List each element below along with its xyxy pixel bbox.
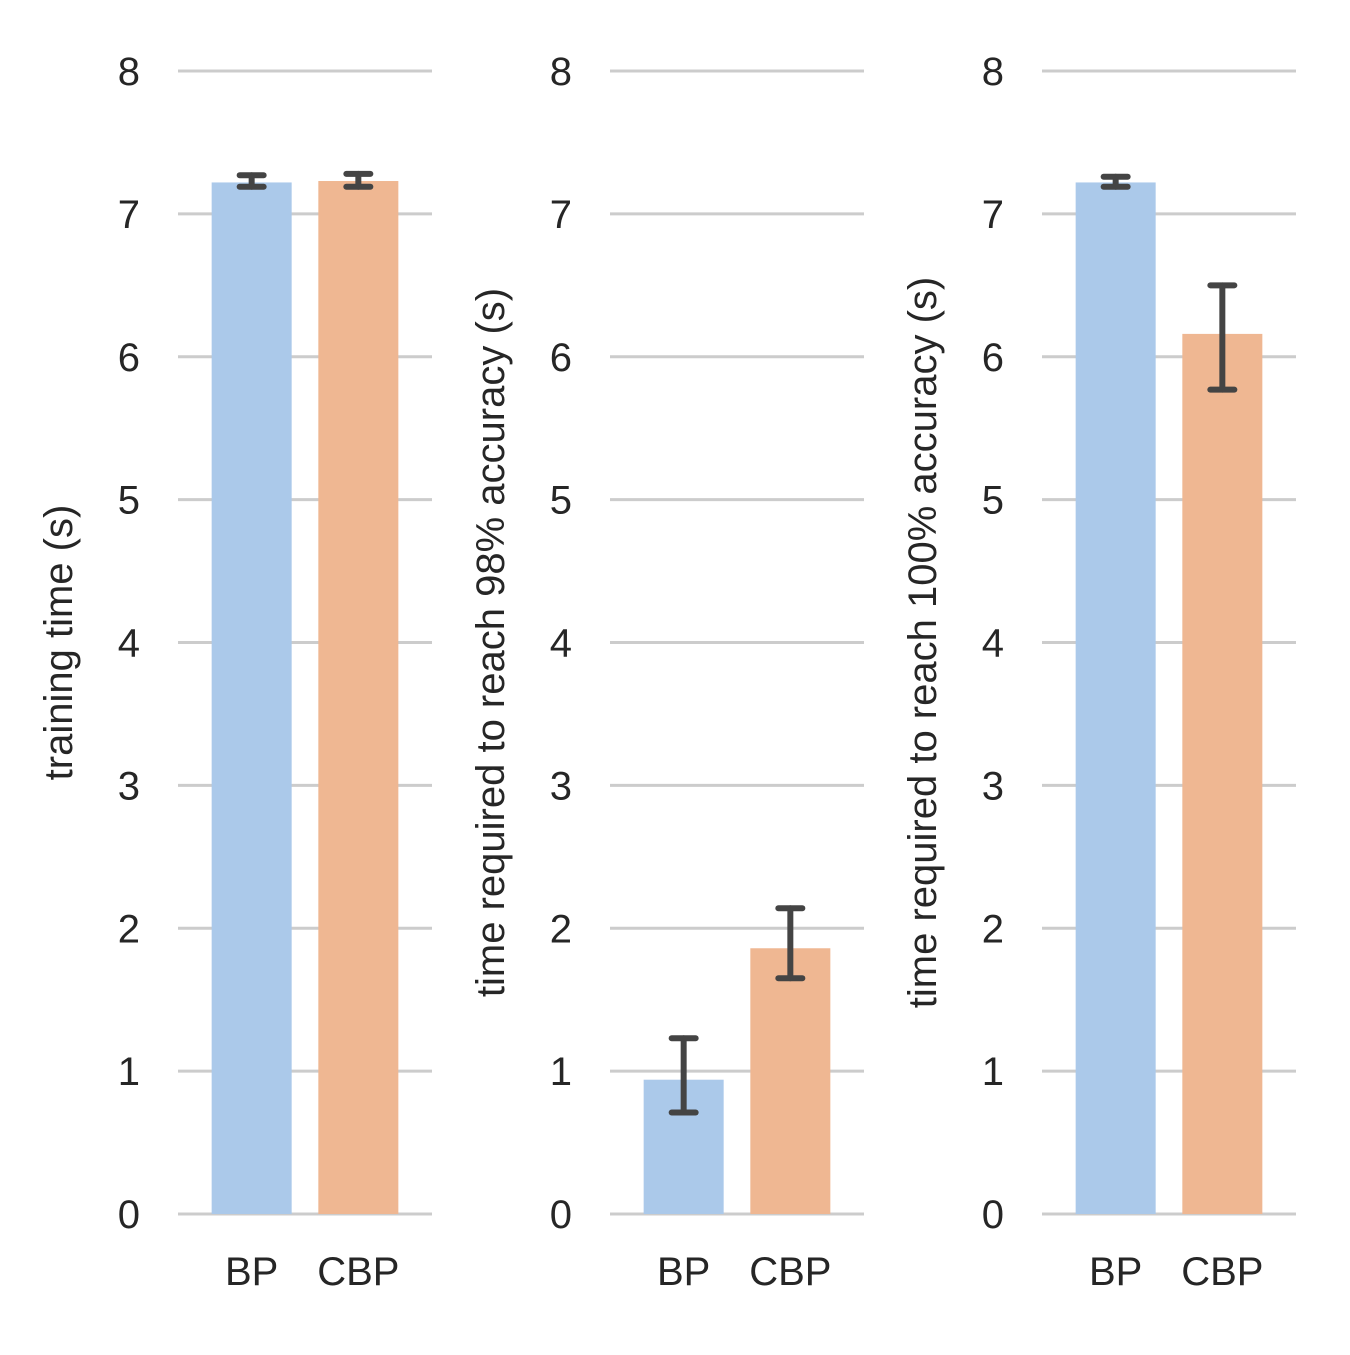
y-tick-label: 8	[118, 50, 140, 94]
y-tick-label: 8	[982, 50, 1004, 94]
y-tick-label: 5	[550, 479, 572, 523]
error-bar-cbp	[1207, 282, 1238, 393]
y-tick-label: 0	[982, 1193, 1004, 1237]
bar-cbp	[1182, 333, 1263, 1214]
error-bar-cbp	[775, 905, 806, 982]
y-axis-title: time required to reach 100% accuracy (s)	[901, 277, 945, 1008]
x-tick-label: CBP	[317, 1250, 399, 1294]
y-tick-label: 2	[982, 907, 1004, 951]
y-tick-label: 6	[982, 336, 1004, 380]
y-tick-label: 2	[550, 907, 572, 951]
y-tick-label: 1	[118, 1050, 140, 1094]
y-tick-label: 5	[118, 479, 140, 523]
y-tick-label: 4	[550, 622, 572, 666]
y-tick-label: 7	[550, 193, 572, 237]
y-tick-label: 3	[982, 764, 1004, 808]
x-tick-label: CBP	[749, 1250, 831, 1294]
chart-panel-3: 0 1 2 3 4 5 6 7 8 BP CBP time required to reach 100…	[901, 50, 1296, 1294]
y-tick-label: 4	[118, 622, 140, 666]
x-tick-label: CBP	[1181, 1250, 1263, 1294]
bar-cbp	[318, 181, 399, 1214]
y-tick-label: 8	[550, 50, 572, 94]
y-tick-label: 0	[550, 1193, 572, 1237]
bar-cbp	[750, 948, 831, 1214]
x-tick-label: BP	[1089, 1250, 1142, 1294]
y-tick-label: 2	[118, 907, 140, 951]
error-bar-bp	[236, 172, 267, 190]
y-axis-title: training time (s)	[37, 505, 81, 781]
y-tick-label: 3	[550, 764, 572, 808]
error-bar-cbp	[343, 170, 374, 190]
x-tick-label: BP	[225, 1250, 278, 1294]
y-tick-label: 7	[118, 193, 140, 237]
error-bar-bp	[1100, 173, 1131, 190]
y-axis-title: time required to reach 98% accuracy (s)	[469, 288, 513, 997]
error-bar-bp	[668, 1035, 699, 1116]
bar-bp	[211, 182, 292, 1214]
chart-panel-1: 0 1 2 3 4 5 6 7 8 BP CBP training time (s)	[37, 50, 432, 1294]
y-tick-label: 6	[118, 336, 140, 380]
y-tick-label: 0	[118, 1193, 140, 1237]
y-tick-label: 4	[982, 622, 1004, 666]
bar-bp	[1075, 182, 1156, 1214]
y-tick-label: 7	[982, 193, 1004, 237]
y-tick-label: 3	[118, 764, 140, 808]
y-tick-label: 1	[550, 1050, 572, 1094]
chart-panel-2: 0 1 2 3 4 5 6 7 8 BP CBP time required to reach 98%…	[469, 50, 864, 1294]
y-tick-label: 5	[982, 479, 1004, 523]
x-tick-label: BP	[657, 1250, 710, 1294]
y-tick-label: 1	[982, 1050, 1004, 1094]
y-tick-label: 6	[550, 336, 572, 380]
